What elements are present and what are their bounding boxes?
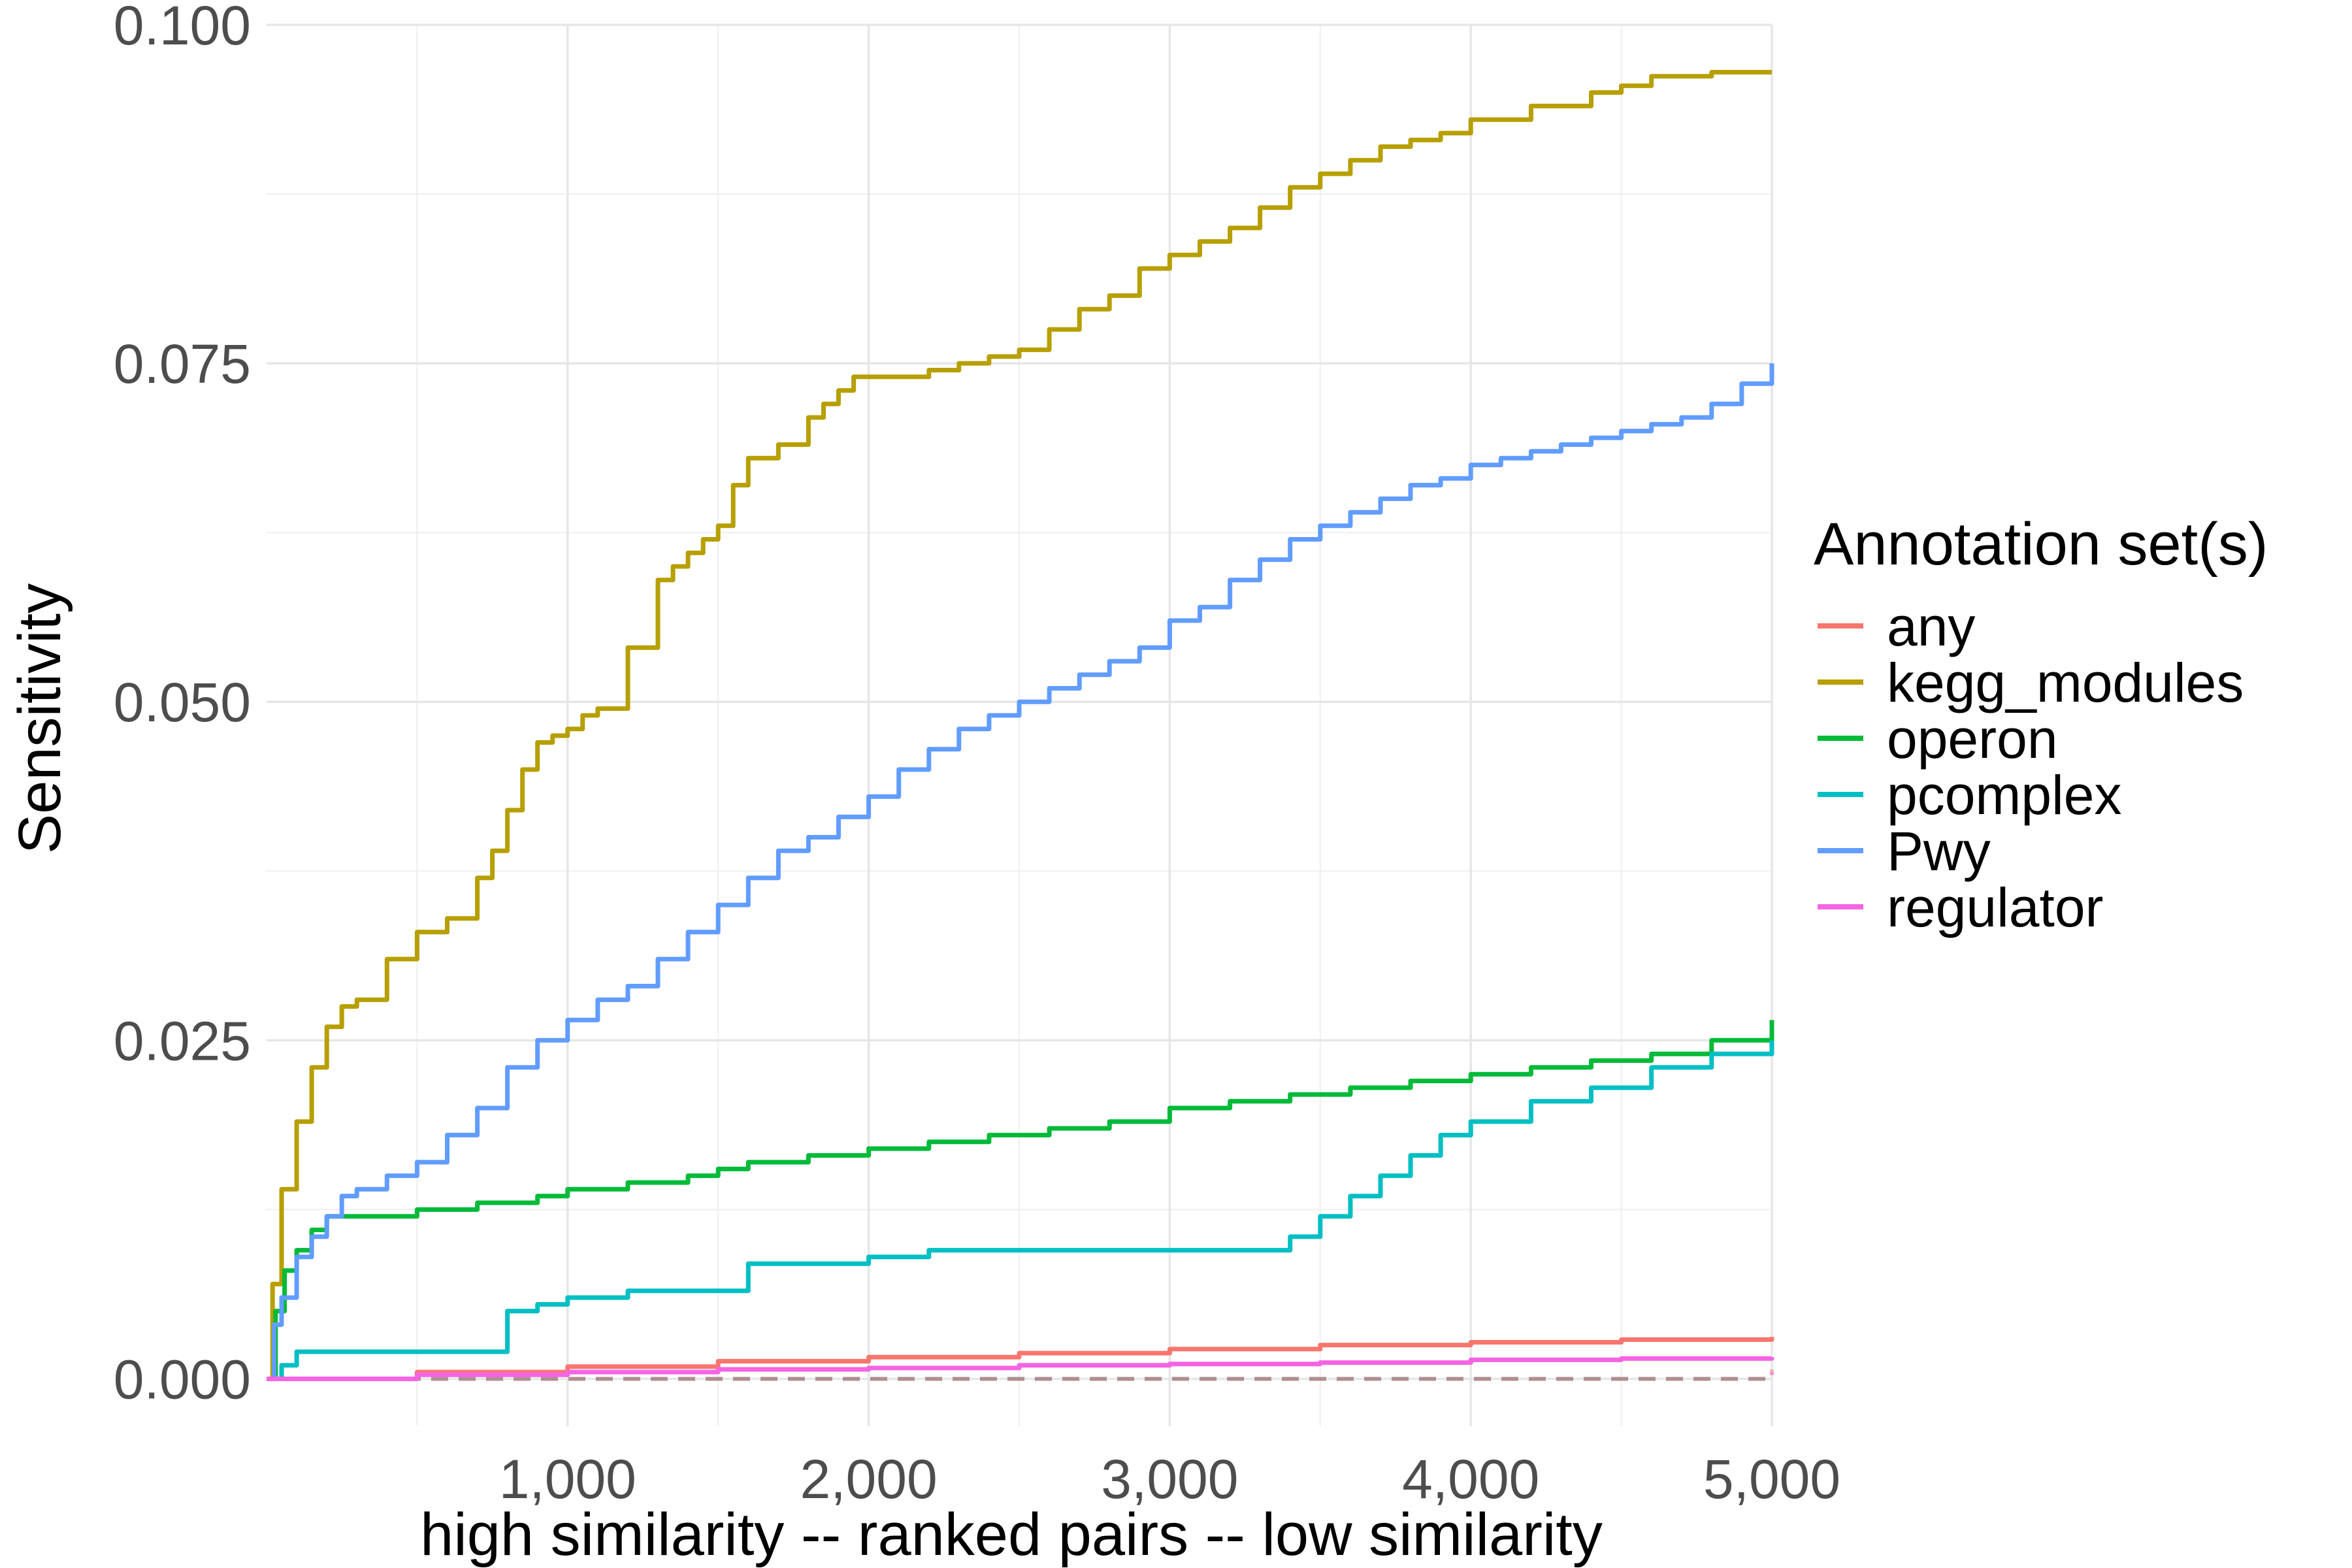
legend-label-regulator: regulator (1887, 877, 2104, 938)
x-tick-label: 4,000 (1402, 1448, 1539, 1510)
y-tick-label: 0.025 (114, 1010, 251, 1071)
x-tick-label: 5,000 (1703, 1448, 1840, 1510)
x-tick-label: 3,000 (1101, 1448, 1238, 1510)
pcomplex-series-line (267, 1040, 1774, 1381)
kegg-modules-series-line (267, 70, 1772, 1381)
regulator-series-line (267, 1356, 1774, 1381)
x-tick-label: 2,000 (800, 1448, 937, 1510)
legend: Annotation set(s) anykegg_modulesoperonp… (1814, 511, 2268, 938)
y-tick-label: 0.075 (114, 333, 251, 395)
baseline-dashed-series-line (267, 1377, 1774, 1381)
legend-label-kegg-modules: kegg_modules (1887, 652, 2244, 713)
legend-label-any: any (1887, 596, 1975, 657)
legend-items: anykegg_modulesoperonpcomplexPwyregulato… (1818, 596, 2244, 938)
y-tick-label: 0.050 (114, 672, 251, 733)
operon-series-line (267, 1020, 1774, 1381)
pwy-series-line (267, 363, 1774, 1381)
grid (267, 24, 1773, 1426)
y-axis-title: Sensitivity (7, 583, 73, 854)
x-tick-label: 1,000 (499, 1448, 636, 1510)
legend-label-operon: operon (1887, 708, 2058, 770)
legend-title: Annotation set(s) (1814, 511, 2268, 578)
axes: 0.000 0.025 0.050 0.075 0.100 1,000 2,000 3,000… (114, 0, 1840, 1510)
y-tick-label: 0.100 (114, 0, 251, 56)
baseline-dashed-series-line (267, 1369, 1774, 1381)
baseline-dashed-series-line (267, 1372, 1774, 1381)
baseline-dashed-series-line (267, 1375, 1774, 1381)
x-axis-title: high similarity -- ranked pairs -- low s… (420, 1501, 1603, 1568)
series-lines (267, 70, 1774, 1381)
y-tick-label: 0.000 (114, 1348, 251, 1410)
legend-label-pwy: Pwy (1887, 821, 1991, 882)
legend-label-pcomplex: pcomplex (1887, 764, 2122, 826)
